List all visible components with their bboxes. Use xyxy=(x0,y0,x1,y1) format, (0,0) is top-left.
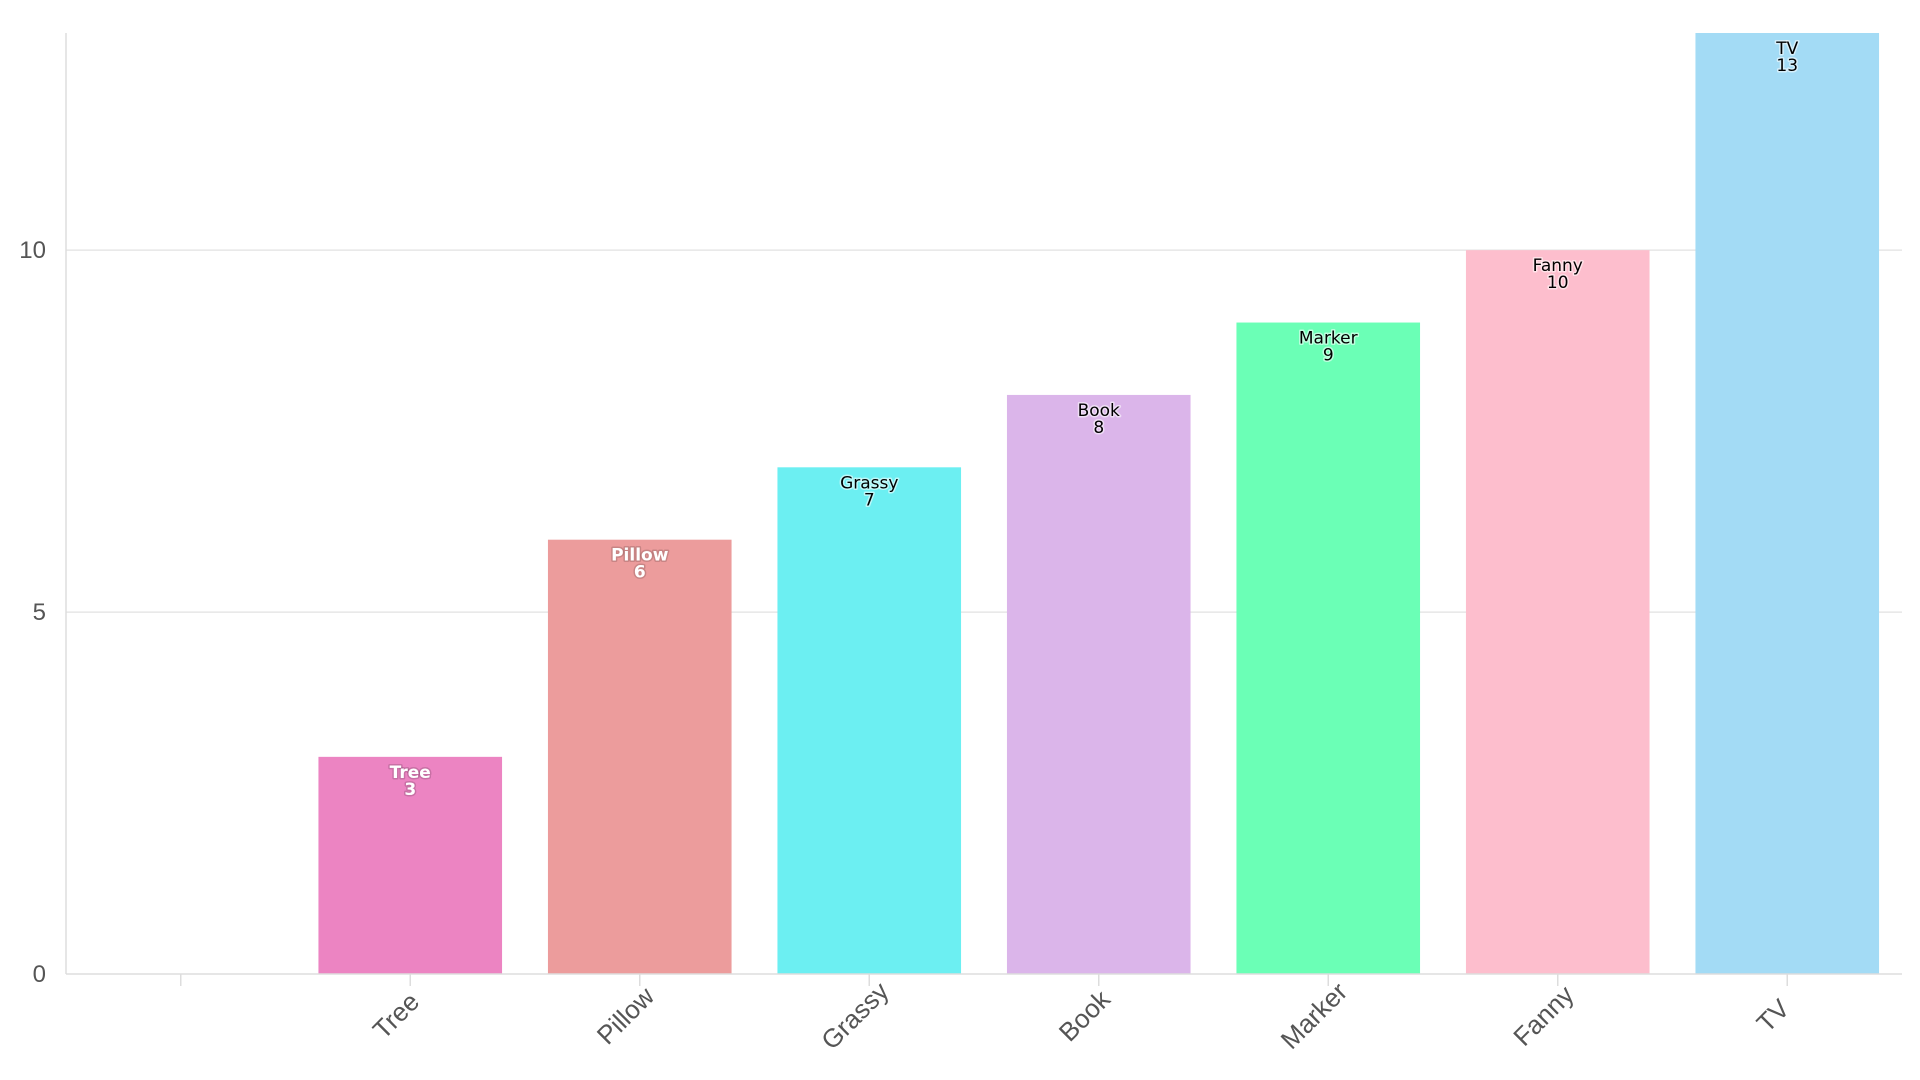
bar xyxy=(777,467,962,974)
x-tick-label: Tree xyxy=(367,986,425,1044)
bar-category-label: Book xyxy=(1078,401,1120,421)
y-tick-label: 0 xyxy=(33,961,46,988)
bar xyxy=(1006,394,1191,974)
bar-value-label: 10 xyxy=(1547,273,1569,293)
bar-category-label: Grassy xyxy=(840,473,898,493)
bar-value-label: 7 xyxy=(864,490,875,510)
bar-category-label: Fanny xyxy=(1533,256,1583,276)
bar-value-label: 3 xyxy=(404,780,416,800)
bar-value-label: 9 xyxy=(1323,346,1334,366)
x-tick-label: Marker xyxy=(1275,976,1354,1055)
bar xyxy=(318,756,503,974)
bar-value-label: 13 xyxy=(1776,56,1798,76)
y-tick-label: 10 xyxy=(19,237,46,264)
x-tick-label: Pillow xyxy=(591,981,660,1050)
x-tick-label: Fanny xyxy=(1507,979,1579,1051)
bar-category-label: TV xyxy=(1775,39,1798,59)
x-tick-label: Book xyxy=(1053,983,1117,1047)
x-tick-label: Grassy xyxy=(815,976,894,1055)
bar-category-label: Marker xyxy=(1299,329,1358,349)
bar xyxy=(1465,250,1650,975)
y-tick-label: 5 xyxy=(33,599,46,626)
bar-value-label: 8 xyxy=(1093,418,1104,438)
x-tick-label: TV xyxy=(1751,993,1796,1038)
bar-category-label: Pillow xyxy=(611,546,669,566)
bar-category-label: Tree xyxy=(390,763,431,783)
bar xyxy=(1695,33,1880,974)
bar-value-label: 6 xyxy=(634,563,646,583)
bar xyxy=(1236,322,1421,974)
bars xyxy=(318,33,1880,975)
bar xyxy=(547,539,732,974)
